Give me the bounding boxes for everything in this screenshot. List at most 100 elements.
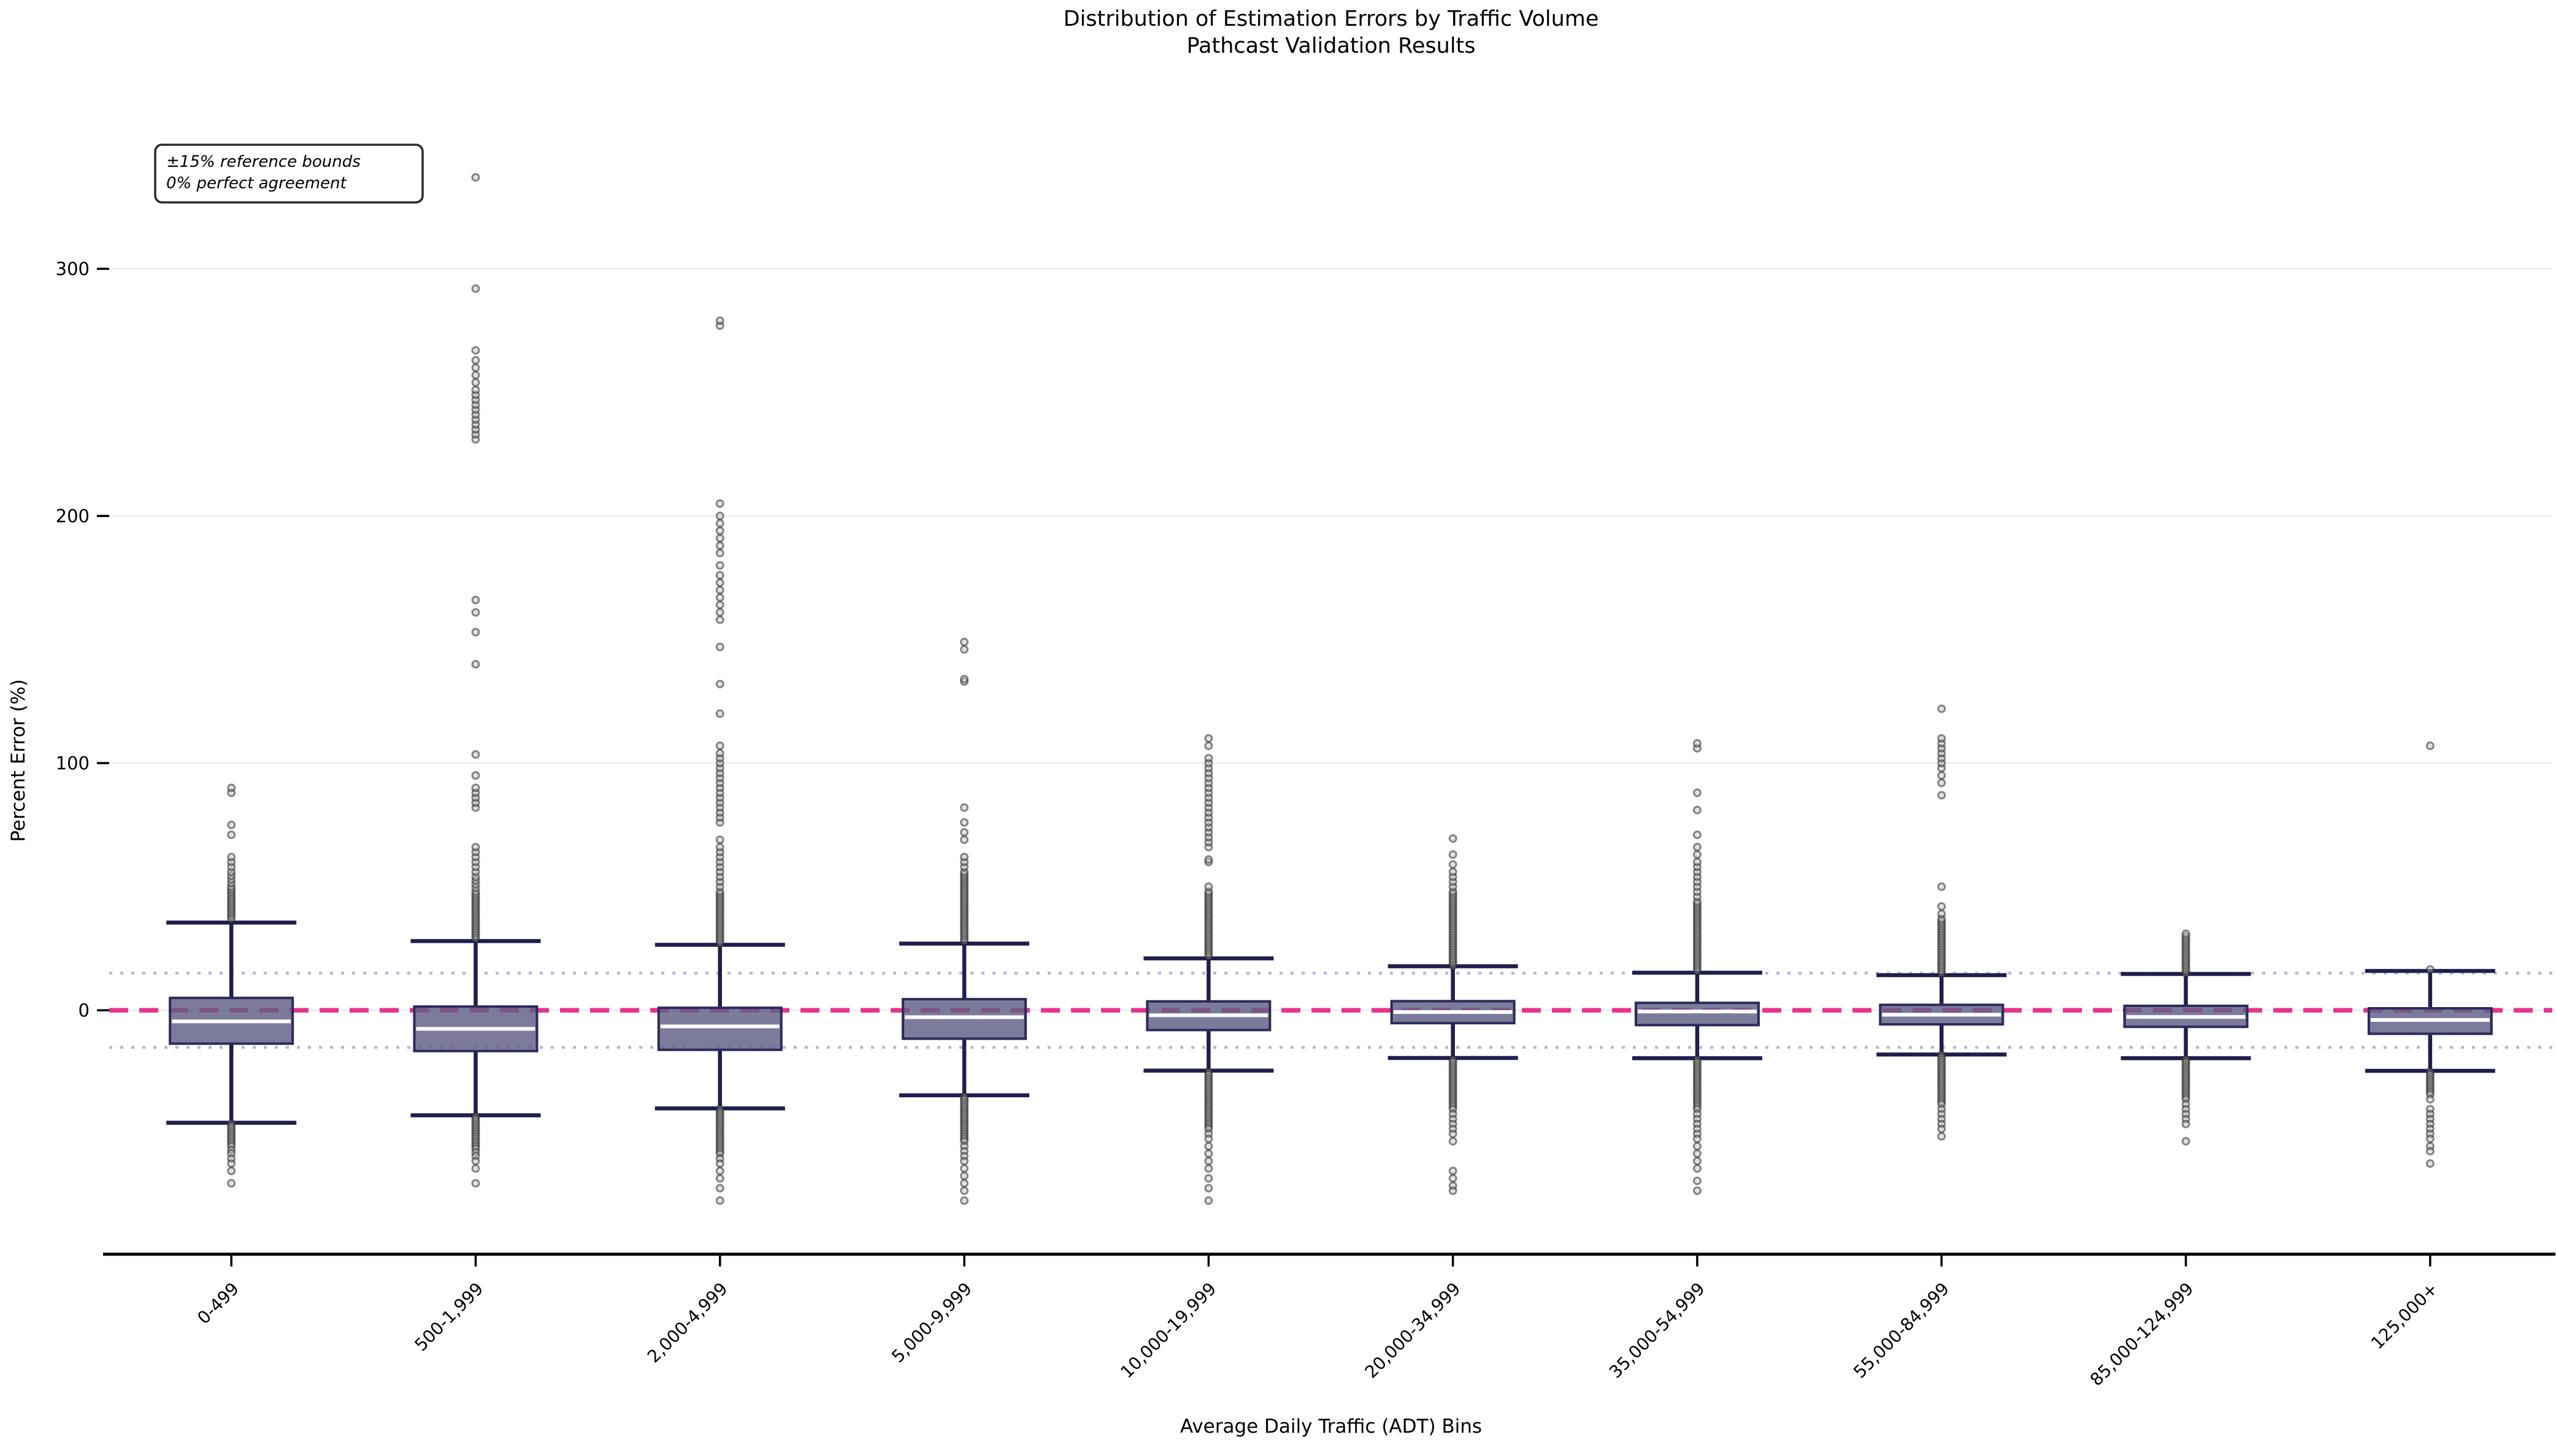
- annotation-line-2: 0% perfect agreement: [166, 174, 347, 193]
- outlier-point: [715, 741, 724, 751]
- outlier-point: [471, 596, 480, 605]
- outlier-point: [227, 821, 236, 830]
- outlier-point: [471, 660, 480, 669]
- outlier-point: [1448, 1186, 1457, 1195]
- boxplot-8: [1876, 704, 2007, 1141]
- outlier-point: [715, 615, 724, 624]
- outlier-point: [960, 645, 969, 654]
- outlier-point: [715, 548, 724, 557]
- outlier-point: [1448, 1136, 1457, 1146]
- outlier-point: [715, 608, 724, 617]
- outlier-point: [1204, 1157, 1213, 1166]
- outlier-point: [960, 1196, 969, 1205]
- outlier-point: [1937, 778, 1946, 787]
- chart-subtitle: Pathcast Validation Results: [1187, 34, 1476, 58]
- chart-title: Distribution of Estimation Errors by Tra…: [1064, 7, 1599, 31]
- outlier-point: [1204, 1134, 1213, 1143]
- outlier-point: [960, 835, 969, 845]
- outlier-point: [1448, 1167, 1457, 1176]
- outlier-point: [1204, 882, 1213, 891]
- outlier-point: [471, 1157, 480, 1166]
- outlier-point: [715, 709, 724, 718]
- outlier-point: [715, 642, 724, 651]
- iqr-box: [657, 1006, 783, 1051]
- outlier-point: [1692, 788, 1702, 797]
- outlier-point: [960, 818, 969, 827]
- outlier-point: [1692, 857, 1702, 867]
- boxplot-10: [2365, 741, 2495, 1168]
- outlier-point: [1937, 1124, 1946, 1133]
- outlier-point: [1937, 791, 1946, 800]
- outlier-point: [715, 316, 724, 325]
- outlier-point: [227, 1159, 236, 1168]
- outlier-point: [1204, 1149, 1213, 1158]
- outlier-point: [1692, 850, 1702, 859]
- outlier-point: [1692, 805, 1702, 814]
- outlier-point: [1937, 882, 1946, 891]
- outlier-point: [2181, 929, 2190, 938]
- outlier-point: [715, 1167, 724, 1176]
- outlier-point: [471, 1179, 480, 1188]
- boxplot-6: [1387, 834, 1518, 1195]
- outlier-point: [715, 749, 724, 758]
- outlier-point: [1937, 902, 1946, 911]
- outlier-point: [2425, 1095, 2435, 1104]
- outlier-point: [1692, 843, 1702, 852]
- outlier-point: [227, 783, 236, 792]
- outlier-point: [1204, 855, 1213, 864]
- outlier-point: [960, 637, 969, 646]
- outlier-point: [1937, 771, 1946, 780]
- outlier-point: [1204, 734, 1213, 743]
- outlier-point: [1204, 1184, 1213, 1193]
- outlier-point: [1204, 1196, 1213, 1205]
- outlier-point: [227, 1179, 236, 1188]
- outlier-point: [1448, 1174, 1457, 1183]
- outlier-point: [1692, 1164, 1702, 1173]
- x-tick-label-2: 2,000-4,999: [643, 1279, 732, 1367]
- outlier-point: [471, 608, 480, 617]
- outlier-point: [471, 783, 480, 792]
- outlier-point: [1692, 830, 1702, 840]
- outlier-point: [2425, 1134, 2435, 1143]
- boxplot-1: [166, 783, 297, 1188]
- outlier-point: [960, 1179, 969, 1188]
- outlier-point: [1692, 739, 1702, 748]
- outlier-point: [715, 534, 724, 543]
- outlier-point: [1204, 741, 1213, 751]
- outlier-point: [1448, 860, 1457, 869]
- outlier-point: [471, 1164, 480, 1173]
- outlier-point: [1204, 1141, 1213, 1151]
- outlier-point: [960, 828, 969, 837]
- outlier-point: [1937, 734, 1946, 743]
- outlier-point: [471, 385, 480, 394]
- outlier-point: [1448, 1129, 1457, 1138]
- outlier-point: [715, 835, 724, 845]
- outlier-point: [960, 803, 969, 812]
- outlier-point: [471, 370, 480, 380]
- outlier-point: [715, 1184, 724, 1193]
- annotation-line-1: ±15% reference bounds: [166, 153, 361, 171]
- outlier-point: [715, 843, 724, 852]
- outlier-point: [1692, 1141, 1702, 1151]
- outlier-point: [960, 1164, 969, 1173]
- outlier-point: [1937, 1132, 1946, 1141]
- outlier-point: [715, 499, 724, 508]
- outlier-point: [1448, 867, 1457, 876]
- boxplot-4: [899, 637, 1030, 1205]
- outlier-point: [715, 512, 724, 521]
- outlier-point: [2425, 741, 2435, 751]
- outlier-point: [471, 284, 480, 293]
- x-tick-label-8: 85,000-124,999: [2086, 1279, 2198, 1390]
- iqr-box: [1634, 1002, 1760, 1027]
- outlier-point: [715, 1174, 724, 1183]
- outlier-point: [715, 586, 724, 595]
- boxplots-layer: [166, 173, 2495, 1205]
- outlier-point: [960, 675, 969, 684]
- outlier-point: [471, 750, 480, 759]
- outlier-point: [471, 356, 480, 365]
- reference-annotation-box: ±15% reference bounds 0% perfect agreeme…: [154, 144, 424, 204]
- y-axis-label: Percent Error (%): [7, 679, 29, 842]
- outlier-point: [1937, 910, 1946, 919]
- outlier-point: [1692, 1186, 1702, 1195]
